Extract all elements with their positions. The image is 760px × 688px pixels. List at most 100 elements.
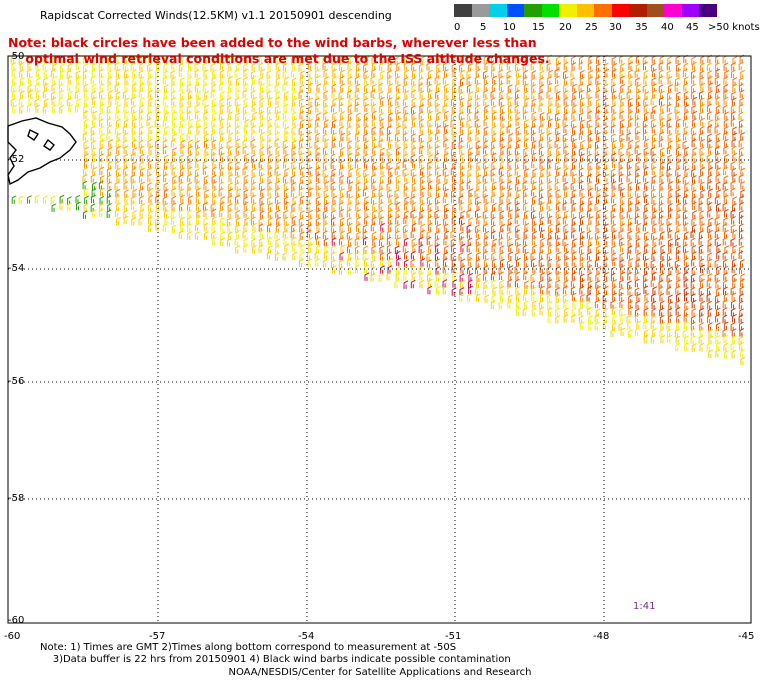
wind-barb — [267, 188, 273, 197]
wind-barb — [572, 173, 577, 183]
wind-barb — [547, 314, 553, 324]
wind-barb — [116, 174, 122, 183]
wind-barb — [563, 160, 569, 169]
wind-barb — [572, 138, 577, 148]
wind-barb — [418, 216, 424, 225]
wind-barb — [372, 188, 377, 197]
wind-barb — [387, 215, 393, 225]
wind-barb — [427, 173, 433, 183]
wind-barb — [99, 195, 105, 205]
wind-barb — [260, 83, 265, 92]
wind-barb — [531, 111, 537, 121]
wind-barb — [626, 90, 632, 100]
wind-barb — [82, 56, 88, 65]
wind-barb — [628, 61, 634, 71]
wind-barb — [642, 84, 648, 93]
wind-barb — [740, 189, 746, 198]
wind-barb — [515, 286, 521, 295]
wind-barb — [531, 187, 536, 197]
wind-barb — [322, 160, 328, 170]
wind-barb — [506, 194, 512, 204]
wind-barb — [555, 300, 561, 309]
wind-barb — [435, 286, 441, 295]
wind-barb — [531, 236, 537, 246]
wind-barb — [707, 124, 713, 134]
wind-barb — [116, 132, 122, 142]
legend-unit: knots — [732, 22, 760, 33]
wind-barb — [707, 103, 712, 113]
wind-barb — [738, 215, 744, 225]
wind-barb — [34, 83, 40, 92]
wind-barb — [444, 146, 450, 156]
wind-barb — [59, 104, 64, 114]
wind-barb — [204, 231, 209, 240]
wind-barb — [722, 299, 728, 309]
wind-barb — [19, 105, 25, 114]
wind-barb — [226, 97, 232, 106]
wind-barb — [507, 222, 513, 232]
wind-barb — [323, 258, 328, 268]
wind-barb — [460, 167, 465, 176]
wind-barb — [659, 166, 665, 176]
wind-barb — [132, 89, 137, 99]
wind-barb — [275, 187, 280, 197]
wind-barb — [691, 266, 697, 275]
wind-barb — [611, 112, 617, 121]
wind-barb — [435, 90, 440, 99]
wind-barb — [331, 237, 337, 246]
wind-barb — [700, 264, 705, 274]
wind-barb — [83, 203, 89, 212]
legend-swatch-8 — [594, 4, 612, 17]
wind-barb — [434, 152, 440, 162]
wind-barb — [468, 152, 473, 162]
wind-barb — [676, 292, 681, 302]
wind-barb — [724, 350, 729, 359]
wind-barb — [660, 251, 666, 260]
wind-barb — [139, 145, 145, 155]
wind-barb — [211, 153, 216, 162]
wind-barb — [668, 294, 673, 303]
wind-barb — [468, 91, 474, 100]
wind-barb — [451, 140, 457, 149]
wind-barb — [523, 258, 529, 267]
wind-barb — [339, 75, 345, 85]
wind-barb — [322, 168, 328, 177]
wind-barb — [467, 132, 473, 141]
wind-barb — [515, 175, 521, 184]
wind-barb — [442, 265, 448, 274]
wind-barb — [466, 243, 472, 253]
wind-barb — [723, 166, 728, 176]
wind-barb — [292, 251, 298, 261]
lat-label-50: -50 — [8, 51, 25, 62]
wind-barb — [154, 75, 160, 85]
wind-barb — [476, 181, 482, 191]
wind-barb — [163, 55, 169, 65]
wind-barb — [628, 139, 634, 149]
wind-barb — [219, 152, 225, 162]
wind-barb — [323, 153, 329, 162]
wind-barb — [723, 62, 729, 72]
wind-barb — [506, 124, 512, 134]
wind-barb — [522, 307, 528, 317]
wind-barb — [635, 131, 641, 141]
wind-barb — [682, 118, 688, 127]
wind-barb — [251, 216, 256, 225]
wind-barb — [332, 76, 337, 85]
wind-barb — [563, 243, 569, 253]
wind-barb — [91, 194, 96, 204]
wind-barb — [58, 96, 64, 106]
wind-barb — [124, 111, 130, 120]
wind-barb — [723, 334, 729, 344]
wind-barb — [722, 314, 728, 324]
wind-barb — [211, 147, 217, 156]
wind-barb — [260, 139, 266, 148]
wind-barb — [180, 145, 186, 155]
legend-label-10: 10 — [503, 22, 516, 33]
wind-barb — [298, 126, 304, 135]
wind-barb — [627, 230, 633, 240]
wind-barb — [714, 327, 720, 337]
wind-barb — [194, 83, 200, 93]
wind-barb — [651, 308, 657, 317]
wind-barb — [619, 125, 625, 135]
wind-barb — [354, 103, 360, 113]
